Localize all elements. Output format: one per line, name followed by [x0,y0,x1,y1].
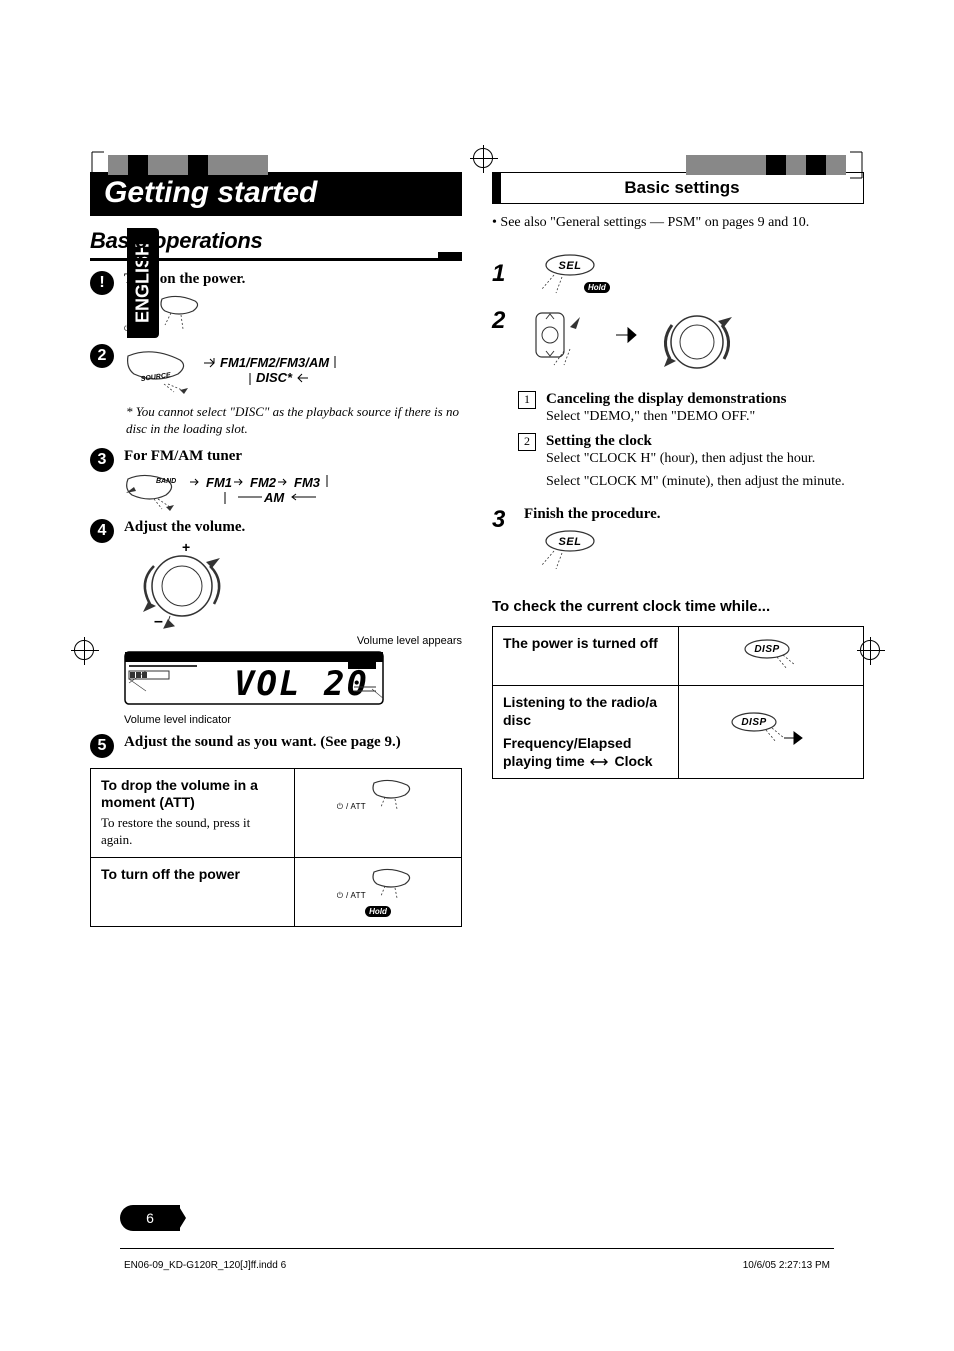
step-5-label: Adjust the sound as you want. (See page … [124,734,462,751]
footer-timestamp: 10/6/05 2:27:13 PM [743,1260,830,1271]
rotate-knob-icon [652,307,742,377]
disp-arrow-icon: DISP [726,708,816,752]
settings-step-2: 2 [492,307,864,377]
step-3: 3 For FM/AM tuner BAND FM1FM2FM3 [90,448,462,511]
step-2: 2 SOURCE FM1/FM2/FM3/AM DISC* [90,344,462,396]
settings-step-3: 3 Finish the procedure. SEL [492,506,864,574]
print-reg-side-l [74,640,94,660]
rocker-button-icon [524,307,604,367]
print-reg-center [473,148,493,168]
svg-text:BAND: BAND [156,478,176,485]
vol-caption-1: Volume level appears [357,635,462,647]
cancel-demo-title: Canceling the display demonstrations [546,391,786,408]
step-number: 3 [90,448,114,472]
att-row-title: To drop the volume in a moment (ATT) [101,777,284,812]
att-row-sub: To restore the sound, press it again. [101,815,284,849]
step-number: 4 [90,519,114,543]
clock-row-2b: Frequency/Elapsed playing time Clock [503,735,668,770]
see-also-text: • See also "General settings — PSM" on p… [492,214,864,233]
svg-text:SEL: SEL [559,536,582,548]
svg-text:DISP: DISP [741,717,766,728]
step-4: 4 Adjust the volume. + – [90,519,462,726]
source-options: FM1/FM2/FM3/AM [220,355,329,370]
step-number: 2 [492,307,514,335]
section-basic-ops: Basic operations [90,228,462,261]
svg-text:VOL: VOL [234,664,301,704]
set-clock-title: Setting the clock [546,433,845,450]
print-reg-left [90,150,268,180]
vol-caption-2: Volume level indicator [124,714,462,726]
substeps: 1 Canceling the display demonstrations S… [518,391,864,492]
step-number: 1 [492,260,514,288]
step-3-label: For FM/AM tuner [124,448,462,465]
clock-check-table: The power is turned off DISP Listening t… [492,626,864,779]
check-clock-heading: To check the current clock time while... [492,598,864,617]
disp-button-icon: DISP [733,635,809,673]
source-disc: DISC* [256,370,292,385]
power-button-icon [157,291,207,331]
substep-number: 2 [518,433,536,451]
substep-number: 1 [518,391,536,409]
settings-step-1: 1 SEL Hold [492,251,864,297]
att-icon-label: ⏻ / ATT [337,802,366,811]
print-reg-side-r [860,640,880,660]
step-4-label: Adjust the volume. [124,519,462,536]
source-button-icon: SOURCE [124,344,196,396]
step-number: 2 [90,344,114,368]
footer-filename: EN06-09_KD-G120R_120[J]ff.indd 6 [124,1260,286,1271]
right-column: Basic settings • See also "General setti… [492,172,864,927]
hold-badge: Hold [365,906,391,917]
step-number: 3 [492,506,514,534]
volume-knob-icon: + – [124,540,244,630]
clock-row-1: The power is turned off [503,635,668,653]
quick-actions-table: To drop the volume in a moment (ATT) To … [90,768,462,927]
svg-text:+: + [182,540,190,555]
arrow-right-icon [614,325,642,345]
hold-badge: Hold [584,282,610,293]
step-number: ! [90,271,114,295]
svg-text:DISP: DISP [754,644,779,655]
cancel-demo-body: Select "DEMO," then "DEMO OFF." [546,408,786,427]
power-off-icon [369,866,419,898]
set-clock-body-1: Select "CLOCK H" (hour), then adjust the… [546,450,845,469]
band-button-icon: BAND [124,469,184,511]
svg-text:20: 20 [323,664,369,704]
clock-row-2a: Listening to the radio/a disc [503,694,668,729]
disc-footnote: * You cannot select "DISC" as the playba… [126,404,462,438]
finish-label: Finish the procedure. [524,506,661,523]
power-off-title: To turn off the power [101,866,284,884]
print-reg-right [686,150,864,180]
step-1-label: Turn on the power. [124,271,462,288]
att-button-icon [369,777,419,809]
svg-text:SEL: SEL [559,260,582,272]
sel-button-finish-icon: SEL [524,527,604,569]
set-clock-body-2: Select "CLOCK M" (minute), then adjust t… [546,473,845,492]
content-columns: Getting started Basic operations ! Turn … [90,172,864,927]
svg-text:–: – [154,613,163,630]
svg-text:SOURCE: SOURCE [140,372,171,383]
power-icon-label: ⏻ / ATT [337,891,366,900]
page-number: 6 [120,1205,180,1231]
step-number: 5 [90,734,114,758]
lcd-display: VOL 20 [124,651,384,705]
footer-rule [120,1248,834,1249]
step-5: 5 Adjust the sound as you want. (See pag… [90,734,462,758]
manual-page: ENGLISH Getting started Basic operations… [0,0,954,1351]
